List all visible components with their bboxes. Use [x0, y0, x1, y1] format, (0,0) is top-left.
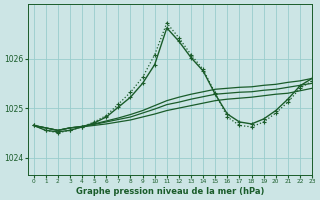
X-axis label: Graphe pression niveau de la mer (hPa): Graphe pression niveau de la mer (hPa): [76, 187, 264, 196]
